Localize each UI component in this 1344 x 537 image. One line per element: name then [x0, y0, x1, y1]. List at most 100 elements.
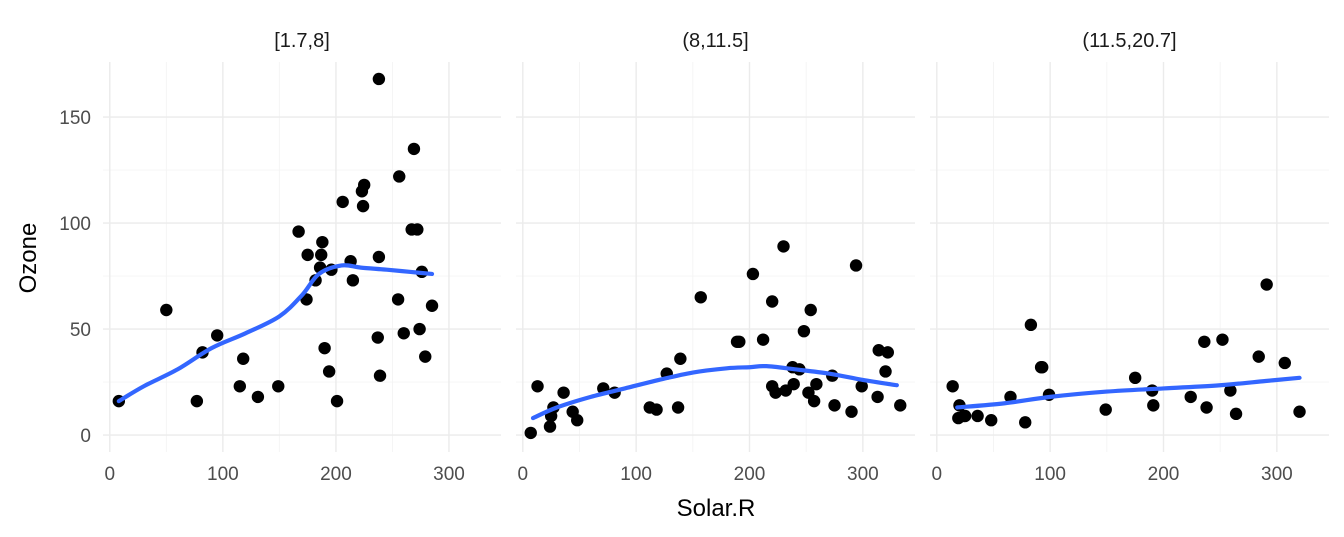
data-point — [985, 414, 998, 427]
data-point — [1224, 384, 1237, 397]
data-point — [971, 409, 984, 423]
data-point — [1184, 390, 1197, 404]
x-tick-label: 0 — [932, 464, 943, 485]
x-tick-label: 100 — [207, 464, 239, 485]
data-point — [1147, 399, 1160, 412]
data-point — [371, 331, 384, 344]
data-point — [1198, 335, 1211, 348]
x-tick-label: 300 — [433, 464, 465, 485]
data-point — [769, 386, 782, 399]
data-points — [946, 278, 1306, 429]
data-point — [958, 409, 972, 423]
x-tick-label: 200 — [734, 464, 766, 485]
panel-1: [1.7,8] 0 100 200 300 — [103, 30, 501, 485]
panel-3: (11.5,20.7] 0 100 200 300 — [930, 30, 1329, 485]
data-point — [946, 380, 959, 393]
data-point — [1293, 405, 1306, 418]
data-point — [828, 399, 841, 412]
data-point — [810, 377, 823, 391]
data-point — [804, 303, 817, 317]
data-point — [272, 380, 285, 393]
data-point — [346, 274, 360, 287]
data-point — [849, 259, 863, 272]
data-point — [322, 365, 336, 378]
data-point — [1024, 318, 1038, 332]
data-point — [372, 250, 386, 264]
data-point — [292, 225, 305, 238]
data-point — [855, 380, 868, 393]
x-tick-label: 300 — [1261, 464, 1293, 485]
data-point — [1128, 371, 1142, 385]
data-point — [391, 293, 405, 306]
data-point — [251, 390, 265, 404]
data-point — [1200, 401, 1213, 414]
panels: [1.7,8] 0 100 200 300 (8,11.5] 0 100 200 300 (11.5… — [103, 30, 1329, 485]
data-point — [315, 248, 328, 262]
data-point — [777, 240, 790, 253]
panel-2: (8,11.5] 0 100 200 300 — [516, 30, 915, 485]
y-tick-label: 150 — [59, 108, 91, 129]
data-points — [112, 72, 439, 408]
x-tick-label: 100 — [620, 464, 652, 485]
data-point — [357, 178, 371, 192]
data-point — [879, 365, 892, 378]
facet-strip-label: (11.5,20.7] — [1082, 30, 1176, 52]
data-points — [524, 240, 907, 440]
y-tick-label: 100 — [59, 214, 91, 235]
data-point — [1252, 350, 1265, 363]
data-point — [1216, 333, 1229, 346]
data-point — [190, 394, 204, 408]
data-point — [543, 420, 557, 433]
data-point — [237, 352, 250, 365]
data-point — [871, 390, 884, 404]
x-tick-label: 200 — [320, 464, 352, 485]
data-point — [765, 295, 779, 308]
data-point — [531, 380, 544, 393]
data-point — [787, 377, 800, 391]
data-point — [397, 327, 410, 340]
data-point — [894, 399, 907, 412]
data-point — [373, 369, 387, 382]
data-point — [413, 322, 426, 336]
smooth-line — [955, 375, 1302, 410]
data-point — [807, 394, 821, 408]
data-point — [524, 426, 537, 440]
data-point — [571, 414, 584, 427]
data-point — [425, 299, 439, 312]
data-point — [160, 303, 173, 317]
data-point — [1036, 361, 1049, 374]
data-point — [419, 350, 432, 363]
x-axis-title: Solar.R — [677, 495, 756, 522]
smooth-line — [116, 263, 435, 404]
data-point — [650, 403, 663, 416]
data-point — [1004, 390, 1017, 404]
data-point — [318, 341, 331, 355]
x-tick-label: 200 — [1148, 464, 1180, 485]
data-point — [674, 352, 687, 365]
data-point — [733, 335, 746, 348]
data-point — [301, 248, 314, 262]
facet-strip-label: [1.7,8] — [274, 30, 330, 52]
data-point — [557, 386, 570, 399]
data-point — [756, 333, 770, 346]
data-point — [845, 405, 858, 418]
data-point — [336, 195, 349, 209]
data-point — [407, 142, 421, 156]
data-point — [356, 199, 370, 213]
data-point — [372, 72, 386, 86]
y-axis-title: Ozone — [15, 223, 42, 294]
data-point — [233, 380, 247, 393]
data-point — [1260, 278, 1273, 291]
data-point — [1278, 356, 1291, 370]
x-tick-label: 300 — [847, 464, 879, 485]
data-point — [694, 291, 707, 304]
x-tick-label: 0 — [104, 464, 115, 485]
facet-strip-label: (8,11.5] — [682, 30, 748, 52]
data-point — [316, 235, 329, 249]
data-point — [330, 394, 344, 408]
data-point — [411, 223, 424, 236]
data-point — [393, 170, 406, 183]
data-point — [746, 267, 760, 281]
data-point — [1019, 416, 1032, 429]
data-point — [797, 324, 811, 338]
